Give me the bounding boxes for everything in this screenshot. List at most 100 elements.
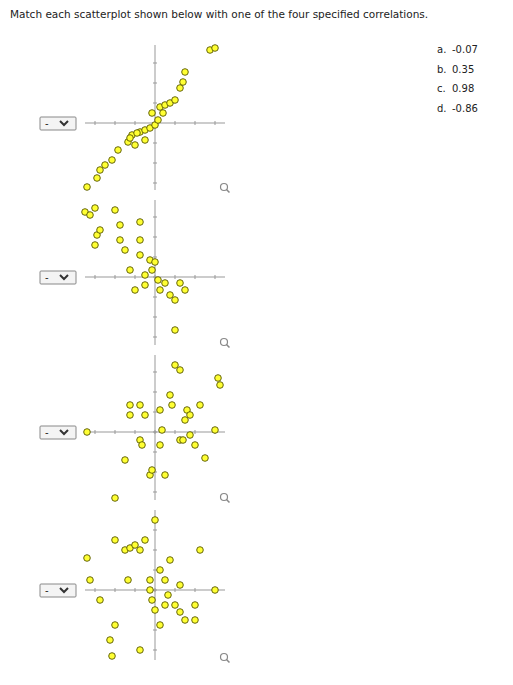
point: [117, 222, 124, 229]
point: [147, 577, 154, 584]
y-tick: [153, 297, 157, 298]
dropdown[interactable]: -: [40, 426, 76, 439]
scatterplot: [84, 510, 225, 660]
y-tick: [153, 432, 157, 433]
point: [182, 287, 189, 294]
point: [197, 547, 204, 554]
point: [142, 537, 149, 544]
point: [127, 135, 134, 142]
dropdown[interactable]: -: [40, 584, 76, 597]
y-tick: [153, 317, 157, 318]
y-tick: [153, 337, 157, 338]
option-value: 0.35: [452, 64, 474, 75]
point: [109, 653, 116, 660]
point: [177, 609, 184, 616]
y-tick: [153, 143, 157, 144]
point: [87, 577, 94, 584]
point: [142, 272, 149, 279]
x-tick: [95, 588, 96, 592]
point: [149, 597, 156, 604]
x-tick: [135, 588, 136, 592]
x-axis: [85, 590, 225, 591]
instruction: Match each scatterplot shown below with …: [10, 8, 428, 20]
point: [197, 402, 204, 409]
point: [172, 297, 179, 304]
x-axis: [85, 277, 225, 278]
dropdown[interactable]: -: [40, 271, 76, 284]
x-tick: [115, 588, 116, 592]
option-letter: b.: [437, 64, 447, 75]
zoom-icon[interactable]: [221, 494, 230, 503]
dropdown-text[interactable]: -: [45, 427, 49, 438]
point: [159, 427, 166, 434]
y-tick: [153, 650, 157, 651]
zoom-icon[interactable]: [221, 184, 230, 193]
point: [109, 157, 116, 164]
y-tick: [153, 163, 157, 164]
y-tick: [153, 372, 157, 373]
y-tick: [153, 392, 157, 393]
zoom-icon[interactable]: [221, 654, 230, 663]
points: [84, 517, 219, 660]
point: [167, 392, 174, 399]
dropdown-text[interactable]: -: [45, 585, 49, 596]
x-tick: [135, 430, 136, 434]
point: [137, 252, 144, 259]
y-axis: [155, 510, 156, 660]
point: [177, 367, 184, 374]
point: [157, 622, 164, 629]
dropdown-text[interactable]: -: [45, 118, 49, 129]
y-tick: [153, 550, 157, 551]
y-tick: [153, 83, 157, 84]
x-tick: [215, 121, 216, 125]
option-letter: d.: [437, 103, 447, 114]
point: [167, 557, 174, 564]
x-tick: [95, 275, 96, 279]
y-tick: [153, 412, 157, 413]
point: [149, 467, 156, 474]
x-tick: [175, 275, 176, 279]
point: [192, 602, 199, 609]
point: [125, 577, 132, 584]
scatterplot: [84, 45, 225, 191]
point: [134, 130, 141, 137]
point: [162, 602, 169, 609]
y-tick: [153, 257, 157, 258]
x-axis: [85, 432, 225, 433]
dropdown[interactable]: -: [40, 117, 76, 130]
point: [187, 432, 194, 439]
x-tick: [215, 275, 216, 279]
point: [172, 327, 179, 334]
point: [112, 207, 119, 214]
point: [132, 287, 139, 294]
option-letter: a.: [437, 44, 446, 55]
points: [84, 362, 224, 502]
point: [155, 277, 162, 284]
scatterplot: [82, 200, 225, 345]
points: [84, 45, 219, 191]
point: [92, 242, 99, 249]
y-tick: [153, 63, 157, 64]
point: [157, 442, 164, 449]
zoom-icon[interactable]: [221, 339, 230, 348]
point: [177, 582, 184, 589]
point: [97, 597, 104, 604]
dropdown-text[interactable]: -: [45, 272, 49, 283]
point: [132, 542, 139, 549]
x-tick: [115, 275, 116, 279]
point: [157, 567, 164, 574]
point: [142, 412, 149, 419]
point: [147, 587, 154, 594]
point: [182, 617, 189, 624]
point: [142, 137, 149, 144]
point: [192, 442, 199, 449]
point: [137, 219, 144, 226]
point: [112, 537, 119, 544]
x-tick: [115, 121, 116, 125]
point: [177, 280, 184, 287]
point: [152, 607, 159, 614]
x-tick: [175, 121, 176, 125]
option-value: -0.86: [452, 103, 478, 114]
point: [97, 167, 104, 174]
point: [137, 402, 144, 409]
